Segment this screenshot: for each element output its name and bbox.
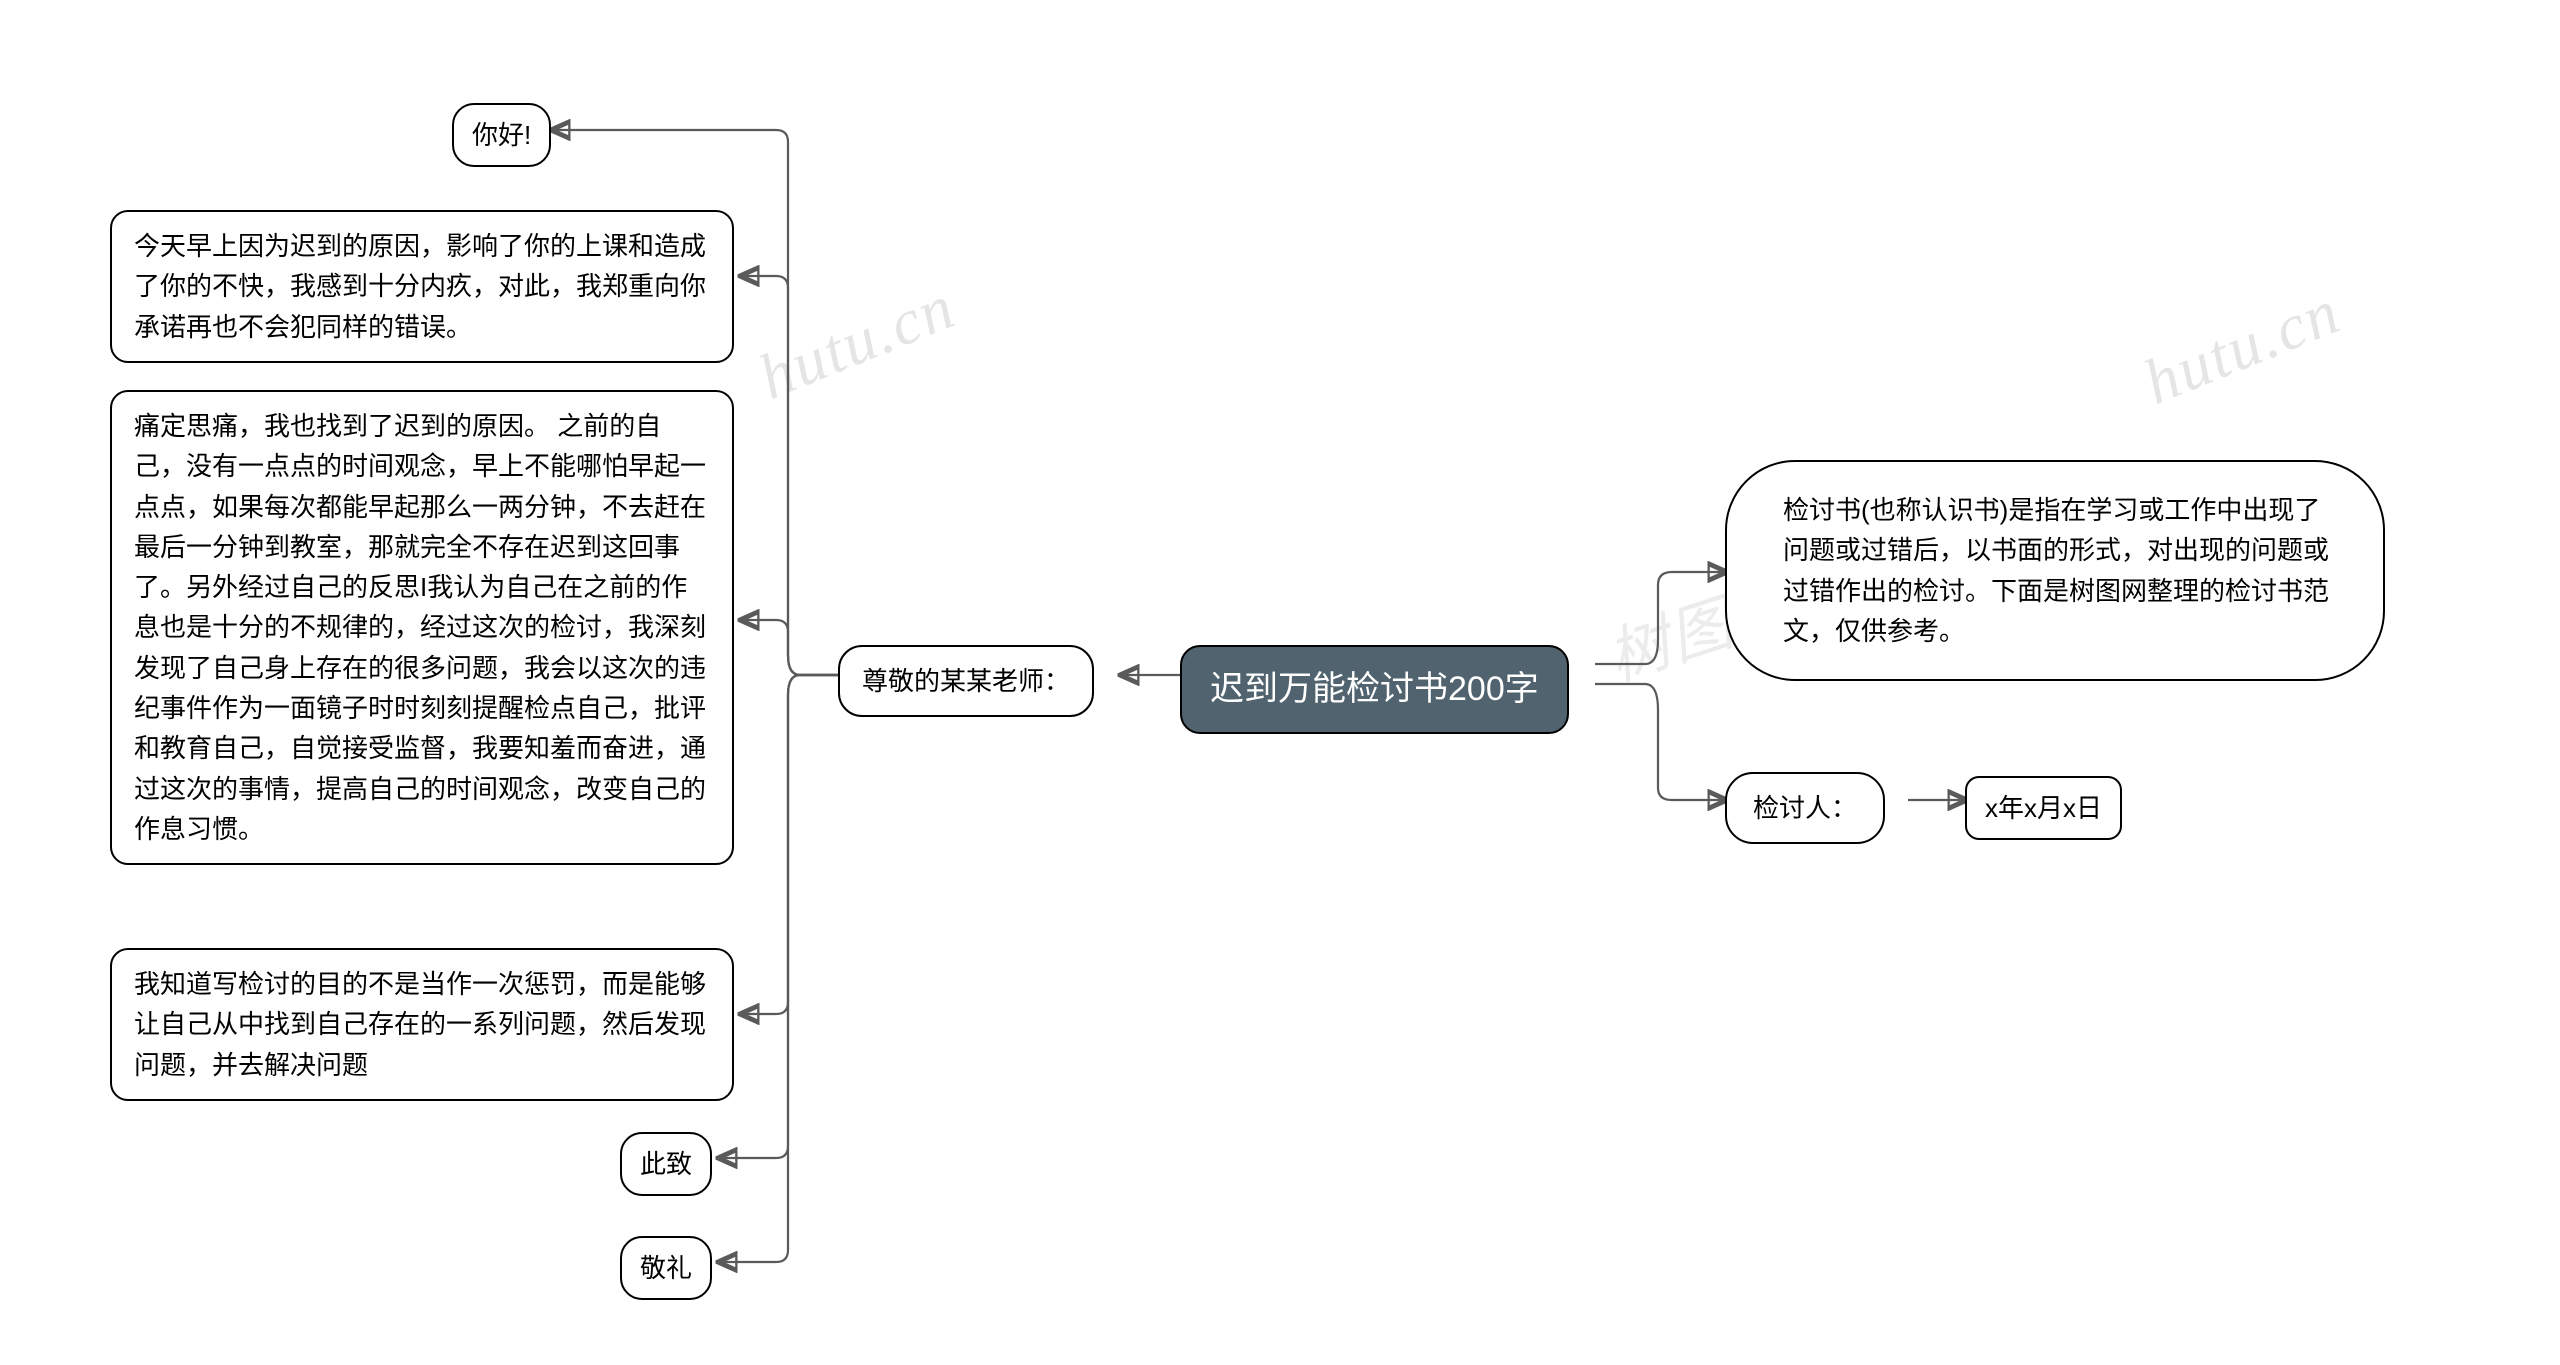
right-grandchild-label: x年x月x日 (1985, 793, 2102, 823)
left-child-node: 痛定思痛，我也找到了迟到的原因。 之前的自己，没有一点点的时间观念，早上不能哪怕… (110, 390, 734, 865)
watermark: hutu.cn (749, 269, 966, 414)
root-label: 迟到万能检讨书200字 (1210, 670, 1539, 708)
watermark: 树图 (1594, 572, 1744, 697)
right-child-label: 检讨书(也称认识书)是指在学习或工作中出现了问题或过错后，以书面的形式，对出现的… (1783, 495, 2329, 646)
watermark: hutu.cn (2134, 274, 2351, 419)
left-child-node: 敬礼 (620, 1236, 712, 1300)
left-child-node: 我知道写检讨的目的不是当作一次惩罚，而是能够让自己从中找到自己存在的一系列问题，… (110, 948, 734, 1101)
left-child-label: 此致 (640, 1149, 692, 1179)
left-child-node: 你好! (452, 103, 551, 167)
left-branch-node: 尊敬的某某老师： (838, 645, 1094, 717)
right-child-label: 检讨人： (1753, 793, 1857, 823)
right-grandchild-node: x年x月x日 (1965, 776, 2122, 840)
left-child-node: 此致 (620, 1132, 712, 1196)
left-child-label: 痛定思痛，我也找到了迟到的原因。 之前的自己，没有一点点的时间观念，早上不能哪怕… (134, 411, 706, 844)
left-branch-label: 尊敬的某某老师： (862, 666, 1070, 696)
left-child-node: 今天早上因为迟到的原因，影响了你的上课和造成了你的不快，我感到十分内疚，对此，我… (110, 210, 734, 363)
left-child-label: 我知道写检讨的目的不是当作一次惩罚，而是能够让自己从中找到自己存在的一系列问题，… (134, 969, 706, 1080)
left-child-label: 敬礼 (640, 1253, 692, 1283)
right-child-node: 检讨书(也称认识书)是指在学习或工作中出现了问题或过错后，以书面的形式，对出现的… (1725, 460, 2385, 681)
left-child-label: 今天早上因为迟到的原因，影响了你的上课和造成了你的不快，我感到十分内疚，对此，我… (134, 231, 706, 342)
root-node: 迟到万能检讨书200字 (1180, 645, 1569, 734)
right-child-node: 检讨人： (1725, 772, 1885, 844)
left-child-label: 你好! (472, 120, 531, 150)
